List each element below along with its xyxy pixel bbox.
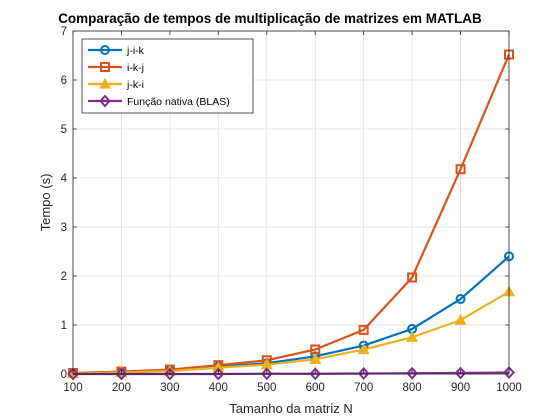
data-point	[406, 331, 419, 342]
legend-label: i-k-j	[127, 62, 144, 74]
data-point	[455, 294, 466, 305]
legend: j-i-k i-k-j j-k-i Função nativa (BLAS)	[81, 38, 254, 114]
data-point	[407, 272, 418, 283]
data-point	[309, 367, 322, 381]
data-point	[503, 366, 515, 380]
data-point	[358, 324, 369, 335]
y-tick-label: 7	[61, 26, 67, 38]
y-tick-label: 3	[61, 222, 67, 234]
data-point	[357, 343, 370, 355]
x-tick-label: 100	[63, 382, 82, 394]
legend-label: Função nativa (BLAS)	[127, 96, 230, 108]
data-point	[406, 366, 418, 380]
x-tick-label: 900	[451, 382, 470, 394]
axis-ticks: 100 200 300 400 500 600 700 800 900 1000 0 1 2 3 4 5 6 7	[61, 26, 522, 394]
data-point	[260, 367, 273, 381]
data-point	[67, 367, 79, 381]
y-axis-label: Tempo (s)	[38, 174, 53, 232]
y-tick-label: 2	[61, 271, 67, 283]
series-line	[72, 290, 510, 375]
data-point	[115, 367, 128, 381]
x-tick-label: 700	[354, 382, 373, 394]
x-tick-label: 400	[209, 382, 228, 394]
data-point	[454, 313, 467, 325]
y-tick-label: 6	[61, 75, 67, 87]
data-point	[357, 367, 370, 381]
y-tick-label: 0	[61, 369, 67, 381]
plot-frame	[72, 30, 510, 375]
x-tick-label: 500	[257, 382, 276, 394]
data-point	[454, 366, 467, 380]
x-tick-label: 200	[112, 382, 131, 394]
data-point	[164, 367, 176, 381]
y-tick-label: 4	[61, 173, 68, 185]
chart-title: Comparação de tempos de multiplicação de…	[58, 11, 482, 26]
x-tick-label: 600	[306, 382, 325, 394]
legend-marker	[100, 45, 110, 55]
data-point	[455, 164, 466, 175]
y-tick-label: 5	[61, 124, 67, 136]
series-line	[72, 54, 511, 375]
legend-label: j-k-i	[126, 79, 144, 91]
legend-label: j-i-k	[126, 45, 145, 57]
data-point	[212, 367, 225, 381]
x-tick-label: 1000	[496, 382, 522, 394]
x-axis-label: Tamanho da matriz N	[229, 401, 353, 416]
legend-marker	[99, 94, 111, 108]
y-tick-label: 1	[61, 320, 67, 332]
x-tick-label: 800	[403, 382, 422, 394]
data-point	[309, 353, 322, 364]
legend-marker	[98, 77, 112, 89]
series-layer	[66, 49, 516, 381]
legend-marker	[100, 62, 110, 72]
x-tick-label: 300	[160, 382, 179, 394]
